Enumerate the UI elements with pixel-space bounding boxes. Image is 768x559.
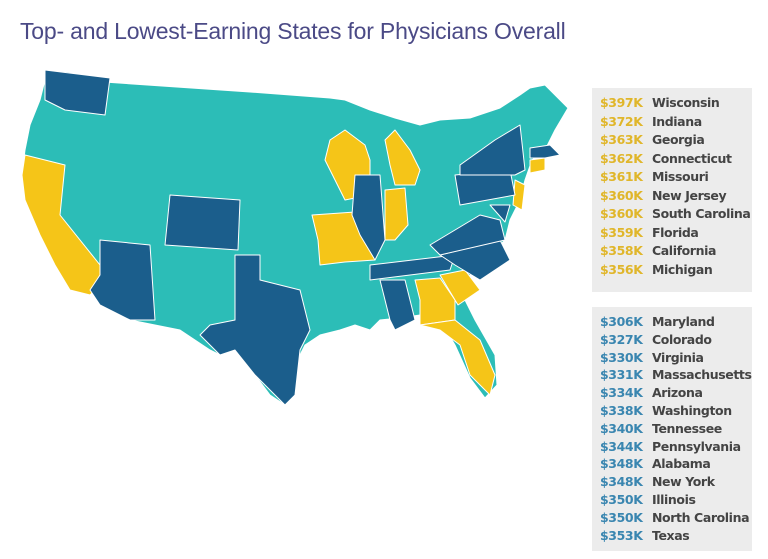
salary-value: $340K <box>600 420 643 436</box>
state-name: Texas <box>652 527 690 543</box>
state-michigan <box>384 129 421 186</box>
salary-value: $397K <box>600 95 643 110</box>
state-massachusetts <box>529 144 561 159</box>
state-name: Washington <box>652 402 732 418</box>
state-new-york <box>459 124 526 176</box>
salary-value: $372K <box>600 113 643 129</box>
state-colorado <box>164 194 241 251</box>
legend-row: $331K Massachusetts <box>600 366 752 384</box>
legend-row: $361K Missouri <box>600 168 752 187</box>
state-name: South Carolina <box>652 206 751 221</box>
salary-value: $334K <box>600 385 643 401</box>
legend-row: $360K South Carolina <box>600 205 752 224</box>
state-tennessee <box>369 254 456 281</box>
salary-value: $358K <box>600 243 643 258</box>
state-maryland <box>489 204 511 223</box>
salary-value: $350K <box>600 491 643 507</box>
legend-row: $350K Illinois <box>600 491 752 509</box>
legend-row: $338K Washington <box>600 402 752 420</box>
state-name: New York <box>652 474 715 490</box>
salary-value: $360K <box>600 206 643 221</box>
state-name: Arizona <box>652 385 703 401</box>
state-name: Alabama <box>652 456 711 472</box>
state-name: Colorado <box>652 331 712 347</box>
legend-row: $359K Florida <box>600 224 752 243</box>
legend-row: $372K Indiana <box>600 113 752 132</box>
state-illinois <box>351 174 386 261</box>
state-virginia <box>429 214 506 256</box>
legend-row: $397K Wisconsin <box>600 94 752 113</box>
state-name: California <box>652 243 716 258</box>
lowest-earning-legend: $306K Maryland $327K Colorado $330K Virginia $… <box>592 307 752 551</box>
page-title: Top- and Lowest-Earning States for Physi… <box>20 18 566 44</box>
state-florida <box>419 319 496 396</box>
state-name: Virginia <box>652 349 704 365</box>
state-name: Michigan <box>652 261 713 277</box>
state-name: Indiana <box>652 113 702 129</box>
salary-value: $306K <box>600 314 643 329</box>
salary-value: $348K <box>600 474 643 490</box>
state-indiana <box>384 187 409 241</box>
salary-value: $362K <box>600 150 643 166</box>
state-name: Georgia <box>652 132 705 147</box>
state-washington <box>44 69 111 116</box>
salary-value: $361K <box>600 169 643 184</box>
state-name: Wisconsin <box>652 95 720 110</box>
legend-row: $334K Arizona <box>600 384 752 402</box>
salary-value: $330K <box>600 349 643 365</box>
state-arizona <box>89 239 156 321</box>
salary-value: $356K <box>600 261 643 277</box>
state-name: Maryland <box>652 314 715 329</box>
legend-row: $363K Georgia <box>600 131 752 150</box>
legend-row: $327K Colorado <box>600 331 752 349</box>
salary-value: $338K <box>600 402 643 418</box>
us-map <box>21 69 569 406</box>
state-texas <box>199 254 311 406</box>
salary-value: $344K <box>600 438 643 454</box>
state-name: Illinois <box>652 491 696 507</box>
state-name: New Jersey <box>652 187 727 203</box>
legend-row: $350K North Carolina <box>600 509 752 527</box>
state-name: North Carolina <box>652 509 750 525</box>
state-name: Florida <box>652 224 699 240</box>
salary-value: $359K <box>600 224 643 240</box>
legend-row: $353K Texas <box>600 527 752 545</box>
salary-value: $348K <box>600 456 643 472</box>
state-connecticut <box>529 157 546 174</box>
salary-value: $331K <box>600 367 643 383</box>
state-new-jersey <box>512 179 526 211</box>
state-name: Tennessee <box>652 420 722 436</box>
salary-value: $360K <box>600 187 643 203</box>
salary-value: $350K <box>600 509 643 525</box>
salary-value: $353K <box>600 527 643 543</box>
state-south-carolina <box>439 269 481 306</box>
legend-row: $340K Tennessee <box>600 420 752 438</box>
state-california <box>21 154 101 296</box>
state-name: Connecticut <box>652 150 732 166</box>
legend-row: $348K New York <box>600 473 752 491</box>
state-name: Missouri <box>652 169 709 184</box>
top-earning-legend: $397K Wisconsin $372K Indiana $363K Georgia $3… <box>592 88 752 292</box>
legend-row: $356K Michigan <box>600 261 752 280</box>
state-alabama <box>379 279 416 331</box>
state-name: Pennsylvania <box>652 438 741 454</box>
legend-row: $344K Pennsylvania <box>600 438 752 456</box>
legend-row: $358K California <box>600 242 752 261</box>
state-name: Massachusetts <box>652 367 752 383</box>
salary-value: $327K <box>600 331 643 347</box>
legend-row: $330K Virginia <box>600 349 752 367</box>
legend-row: $306K Maryland <box>600 313 752 331</box>
legend-row: $348K Alabama <box>600 455 752 473</box>
legend-row: $360K New Jersey <box>600 187 752 206</box>
legend-row: $362K Connecticut <box>600 150 752 169</box>
salary-value: $363K <box>600 132 643 147</box>
